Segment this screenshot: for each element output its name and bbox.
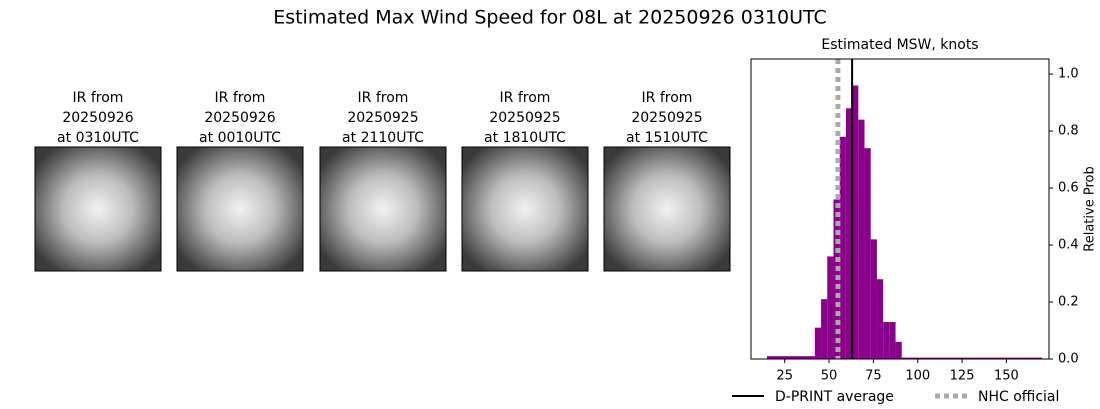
y-tick-label: 1.0 — [1058, 67, 1079, 82]
bar — [852, 85, 859, 359]
panel-label: IR from — [358, 90, 409, 106]
panel-label: 20250925 — [489, 110, 560, 126]
y-tick-label: 0.0 — [1058, 352, 1079, 367]
panel-label: at 0010UTC — [199, 130, 281, 146]
bar — [876, 279, 884, 359]
bar — [864, 148, 871, 359]
bar — [814, 327, 822, 359]
ir-image — [176, 146, 304, 272]
x-tick-label: 25 — [776, 369, 793, 384]
y-tick-label: 0.8 — [1058, 124, 1079, 139]
panel-label: 20250926 — [62, 110, 133, 126]
bar — [870, 239, 877, 359]
plot-frame — [750, 58, 1050, 360]
panel-label: at 2110UTC — [342, 130, 424, 146]
ir-image — [461, 146, 589, 272]
y-tick-label: 0.6 — [1058, 181, 1079, 196]
y-tick-label: 0.4 — [1058, 238, 1079, 253]
legend-label: NHC official — [978, 389, 1059, 405]
y-tick-label: 0.2 — [1058, 295, 1079, 310]
panel-label: IR from — [73, 90, 124, 106]
panel-label: 20250925 — [631, 110, 702, 126]
figure-title: Estimated Max Wind Speed for 08L at 2025… — [273, 7, 827, 29]
legend-label: D-PRINT average — [775, 389, 894, 405]
panel-label: IR from — [500, 90, 551, 106]
bar — [901, 357, 1042, 359]
ir-image — [34, 146, 162, 272]
x-tick-label: 125 — [950, 369, 975, 384]
bar — [766, 356, 815, 359]
bar — [821, 299, 828, 359]
panel-label: IR from — [642, 90, 693, 106]
bar — [858, 119, 865, 359]
bar — [883, 321, 890, 359]
bar — [895, 341, 902, 359]
panel-label: at 1510UTC — [626, 130, 708, 146]
bar — [889, 321, 896, 359]
chart-title: Estimated MSW, knots — [821, 37, 978, 53]
bar — [845, 108, 853, 359]
bar — [827, 256, 834, 359]
panel-label: 20250926 — [204, 110, 275, 126]
panel-label: 20250925 — [347, 110, 418, 126]
x-tick-label: 50 — [821, 369, 838, 384]
ir-image — [319, 146, 447, 272]
bar — [839, 136, 846, 359]
x-tick-label: 75 — [865, 369, 882, 384]
panel-label: at 0310UTC — [57, 130, 139, 146]
ir-image — [603, 146, 731, 272]
x-tick-label: 150 — [994, 369, 1019, 384]
y-axis-label: Relative Prob — [1083, 166, 1098, 251]
panel-label: at 1810UTC — [484, 130, 566, 146]
panel-label: IR from — [215, 90, 266, 106]
x-tick-label: 100 — [905, 369, 930, 384]
